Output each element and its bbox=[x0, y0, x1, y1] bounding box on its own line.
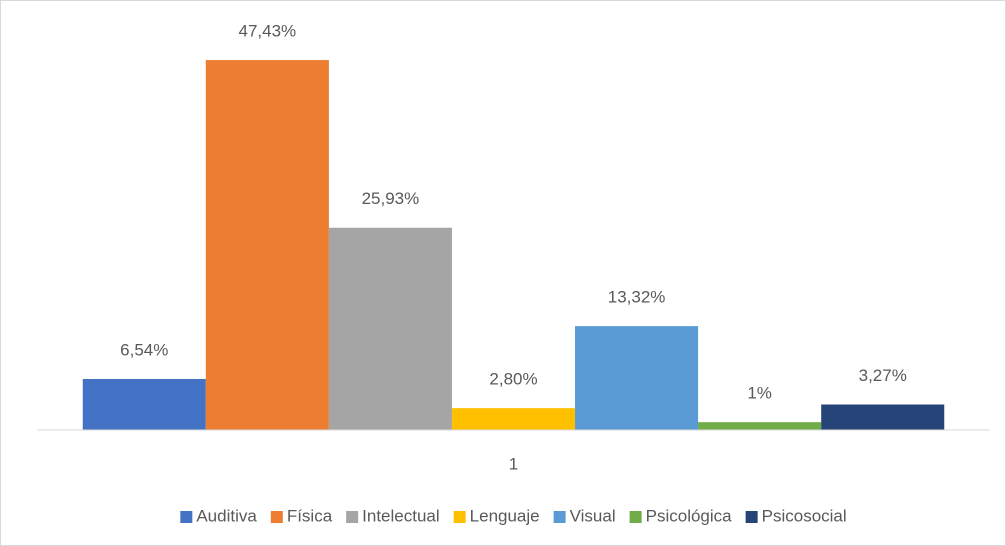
legend-label: Psicosocial bbox=[762, 506, 847, 525]
legend-swatch bbox=[453, 511, 466, 523]
bar bbox=[575, 326, 699, 430]
bar bbox=[328, 227, 452, 430]
data-label: 1% bbox=[747, 384, 772, 403]
legend-swatch bbox=[180, 511, 193, 523]
data-label: 25,93% bbox=[362, 189, 420, 208]
legend-swatch bbox=[270, 511, 283, 523]
legend-swatch bbox=[745, 511, 758, 523]
legend-swatch bbox=[629, 511, 642, 523]
data-label: 2,80% bbox=[489, 370, 537, 389]
bar bbox=[698, 422, 822, 430]
legend-label: Lenguaje bbox=[470, 506, 540, 525]
legend-label: Auditiva bbox=[196, 506, 257, 525]
legend-label: Intelectual bbox=[362, 506, 440, 525]
data-label: 6,54% bbox=[120, 340, 168, 359]
legend-swatch bbox=[346, 511, 359, 523]
legend-label: Visual bbox=[570, 506, 616, 525]
bar bbox=[821, 404, 945, 430]
x-tick-label: 1 bbox=[509, 454, 518, 473]
legend-swatch bbox=[553, 511, 566, 523]
bar bbox=[451, 408, 576, 430]
data-label: 13,32% bbox=[608, 288, 666, 307]
data-label: 3,27% bbox=[859, 366, 907, 385]
legend-label: Psicológica bbox=[646, 506, 733, 525]
bar bbox=[82, 378, 206, 430]
legend-label: Física bbox=[287, 506, 333, 525]
data-label: 47,43% bbox=[239, 22, 297, 41]
bar bbox=[205, 60, 329, 431]
